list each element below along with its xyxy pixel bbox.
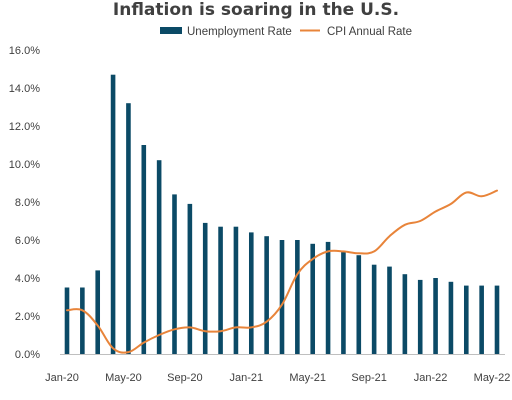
unemployment-bar	[187, 203, 193, 354]
unemployment-bar	[156, 160, 162, 354]
legend-swatch-unemployment	[160, 27, 182, 34]
unemployment-bar	[356, 255, 362, 354]
y-tick-label: 16.0%	[9, 45, 40, 57]
y-tick-label: 12.0%	[9, 121, 40, 133]
chart-title: Inflation is soaring in the U.S.	[113, 0, 399, 20]
unemployment-bar	[341, 251, 346, 354]
y-tick-label: 8.0%	[15, 197, 40, 209]
x-tick-label: Jan-21	[229, 372, 263, 384]
unemployment-bar	[172, 194, 177, 354]
unemployment-bar	[64, 287, 70, 354]
x-tick-label: May-21	[289, 372, 326, 384]
unemployment-bar	[202, 222, 208, 354]
unemployment-bar	[371, 264, 377, 354]
y-tick-label: 14.0%	[9, 83, 40, 95]
unemployment-bar	[95, 270, 101, 354]
unemployment-bar	[264, 236, 269, 354]
x-tick-label: May-22	[474, 372, 511, 384]
y-tick-label: 4.0%	[15, 273, 40, 285]
unemployment-bar	[325, 241, 331, 354]
unemployment-bar	[433, 278, 438, 354]
unemployment-bar	[218, 226, 223, 354]
unemployment-bar	[141, 145, 147, 354]
unemployment-bar	[448, 281, 454, 354]
unemployment-bar	[248, 232, 254, 354]
unemployment-bars	[64, 74, 500, 354]
unemployment-bar	[110, 74, 116, 354]
y-axis-ticks: 0.0% 2.0% 4.0% 6.0% 8.0% 10.0% 12.0% 14.0% 16.0%	[9, 45, 40, 361]
x-tick-label: Sep-21	[351, 372, 386, 384]
y-tick-label: 10.0%	[9, 159, 40, 171]
legend: Unemployment Rate CPI Annual Rate	[160, 26, 412, 38]
unemployment-bar	[80, 287, 85, 354]
unemployment-bar	[402, 274, 408, 354]
x-axis-ticks: Jan-20 May-20 Sep-20 Jan-21 May-21 Sep-21 Jan-…	[45, 372, 510, 384]
unemployment-bar	[417, 279, 423, 354]
unemployment-bar	[387, 266, 392, 354]
cpi-line	[66, 189, 498, 354]
y-tick-label: 6.0%	[15, 235, 40, 247]
unemployment-bar	[126, 103, 131, 354]
x-tick-label: May-20	[105, 372, 142, 384]
unemployment-bar	[463, 285, 469, 354]
y-tick-label: 0.0%	[15, 349, 40, 361]
legend-label-unemployment: Unemployment Rate	[187, 26, 292, 38]
x-tick-label: Jan-20	[45, 372, 79, 384]
unemployment-bar	[295, 240, 300, 354]
legend-label-cpi: CPI Annual Rate	[327, 26, 412, 38]
unemployment-bar	[310, 243, 316, 354]
unemployment-bar	[479, 285, 484, 354]
x-tick-label: Jan-22	[414, 372, 448, 384]
unemployment-bar	[279, 240, 285, 354]
unemployment-bar	[494, 285, 500, 354]
unemployment-bar	[233, 226, 239, 354]
x-tick-label: Sep-20	[167, 372, 202, 384]
y-tick-label: 2.0%	[15, 311, 40, 323]
